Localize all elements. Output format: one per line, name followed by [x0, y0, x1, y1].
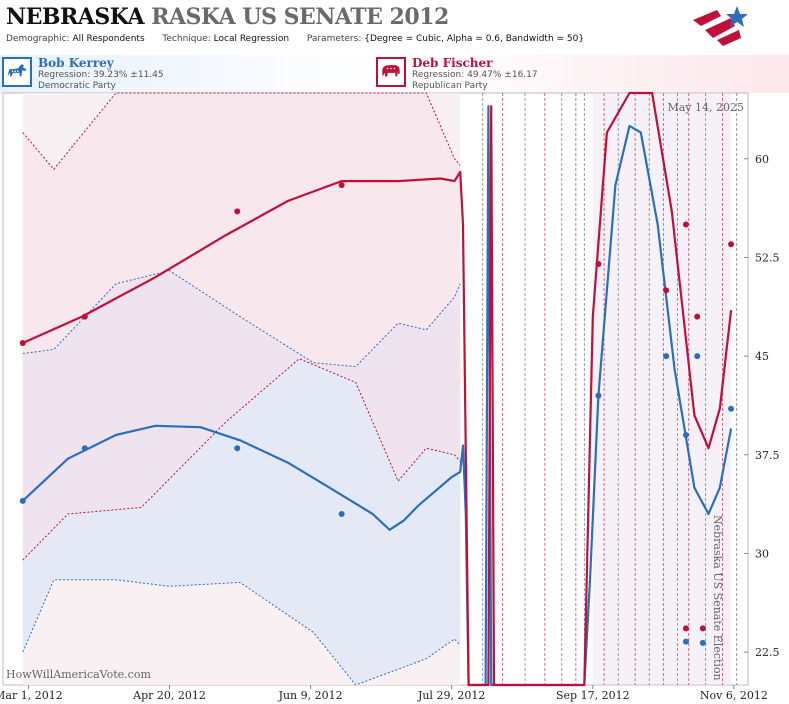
poll-point-rep — [19, 339, 26, 346]
poll-point-dem — [682, 638, 689, 645]
poll-point-dem — [682, 432, 689, 439]
x-tick-label: Jul 29, 2012 — [417, 689, 486, 702]
y-axis: 22.5 30 37.5 45 52.5 60 — [744, 153, 780, 659]
y-tick-label: 22.5 — [755, 646, 780, 659]
y-tick-label: 37.5 — [755, 449, 780, 462]
poll-point-rep — [234, 208, 241, 215]
star-flag-logo-icon — [693, 6, 748, 46]
candidate-name-rep: Deb Fischer — [412, 56, 493, 70]
technique-value: Local Regression — [213, 34, 290, 44]
watermark: HowWillAmericaVote.com — [6, 668, 151, 681]
poll-point-dem — [663, 353, 670, 360]
poll-point-dem — [694, 353, 701, 360]
poll-point-dem — [728, 405, 735, 412]
y-tick-label: 52.5 — [755, 251, 780, 264]
poll-point-rep — [728, 241, 735, 248]
y-tick-label: 30 — [755, 547, 769, 560]
title-race: RASKA US SENATE 2012 — [151, 4, 449, 30]
technique-label: Technique: — [162, 34, 211, 44]
band-upper-rep — [22, 92, 461, 171]
title-state: NEBRASKA — [6, 4, 145, 30]
donkey-icon — [2, 57, 32, 87]
poll-point-dem — [699, 639, 706, 646]
regression-lines — [22, 91, 733, 687]
elephant-icon — [376, 57, 406, 87]
header: NEBRASKA RASKA US SENATE 2012 Demographi… — [0, 0, 789, 50]
page-title: NEBRASKA RASKA US SENATE 2012 — [6, 4, 449, 30]
x-tick-label: Sep 17, 2012 — [556, 689, 630, 702]
candidate-legend: Bob Kerrey Regression: 39.23% ±11.45 Dem… — [0, 55, 789, 93]
date-label: May 14, 2025 — [667, 101, 744, 114]
candidate-regression-rep: Regression: 49.47% ±16.17 — [412, 70, 538, 80]
candidate-regression-dem: Regression: 39.23% ±11.45 — [38, 70, 164, 80]
x-tick-label: Apr 20, 2012 — [132, 689, 206, 702]
band-lower-dem — [22, 579, 461, 686]
candidate-party-dem: Democratic Party — [38, 81, 116, 91]
event-lines — [482, 93, 738, 685]
band-fill-rep — [22, 93, 461, 560]
poll-point-rep — [694, 313, 701, 320]
parameters-label: Parameters: — [306, 34, 362, 44]
x-tick-label: Mar 1, 2012 — [0, 689, 63, 702]
y-tick-label: 60 — [755, 153, 769, 166]
band-lower-rep — [22, 358, 461, 561]
demographic-value: All Respondents — [72, 34, 145, 44]
fit-line-rep — [22, 91, 733, 687]
poll-point-rep — [663, 287, 670, 294]
x-axis: Mar 1, 2012 Apr 20, 2012 Jun 9, 2012 Jul 29… — [0, 685, 768, 702]
poll-point-dem — [81, 445, 88, 452]
poll-point-dem — [234, 445, 241, 452]
poll-point-rep — [595, 261, 602, 268]
candidate-name-dem: Bob Kerrey — [38, 56, 114, 70]
demographic-label: Demographic: — [6, 34, 70, 44]
poll-point-dem — [595, 392, 602, 399]
confidence-bands — [22, 92, 732, 686]
poll-point-rep — [682, 625, 689, 632]
poll-point-dem — [19, 497, 26, 504]
parameters-value: {Degree = Cubic, Alpha = 0.6, Bandwidth … — [364, 34, 585, 44]
x-tick-label: Jun 9, 2012 — [278, 689, 343, 702]
vertical-election-label: Nebraska US Senate Election — [711, 515, 724, 681]
band-background-late — [592, 93, 732, 685]
poll-point-dem — [338, 510, 345, 517]
poll-point-rep — [682, 221, 689, 228]
parameters-line: Demographic: All Respondents Technique: … — [6, 34, 584, 44]
poll-point-rep — [81, 313, 88, 320]
poll-point-rep — [699, 625, 706, 632]
candidate-party-rep: Republican Party — [412, 81, 488, 91]
y-tick-label: 45 — [755, 350, 769, 363]
x-tick-label: Nov 6, 2012 — [700, 689, 768, 702]
poll-point-rep — [338, 182, 345, 189]
poll-points — [19, 182, 735, 646]
